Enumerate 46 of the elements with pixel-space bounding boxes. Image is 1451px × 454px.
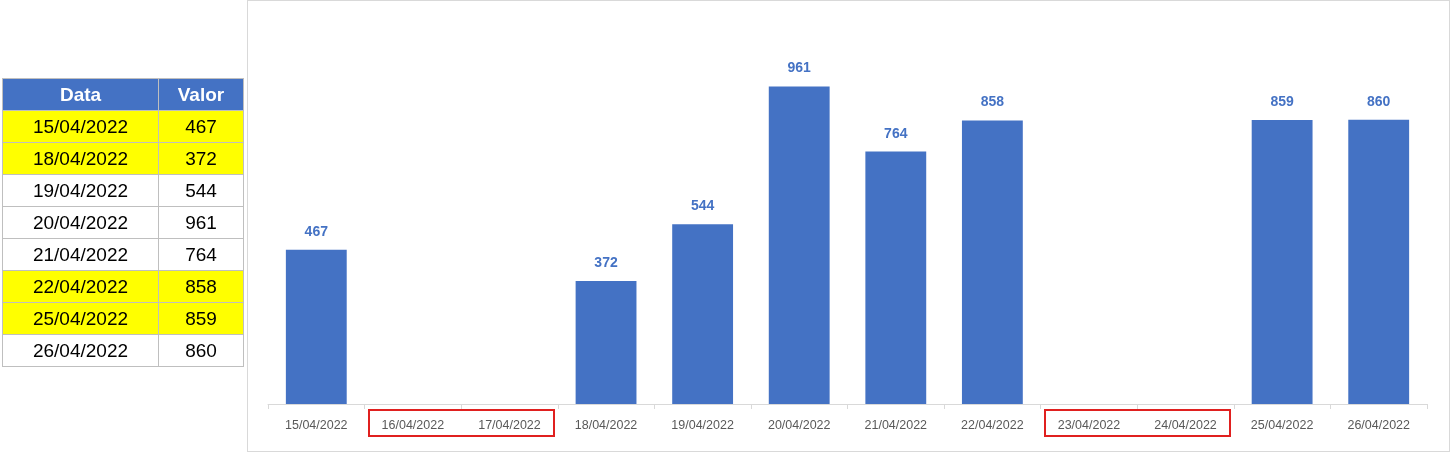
x-tick-label: 16/04/2022: [381, 417, 445, 432]
x-tick-label: 26/04/2022: [1347, 417, 1411, 432]
x-tick-label: 22/04/2022: [961, 417, 1024, 432]
data-label: 961: [787, 59, 812, 76]
x-tick-label: 23/04/2022: [1057, 417, 1121, 432]
data-label: 858: [980, 93, 1005, 110]
bar: [865, 151, 927, 404]
x-tick-label: 19/04/2022: [671, 417, 734, 432]
data-label: 858: [158, 270, 244, 303]
bar: [961, 120, 1023, 404]
x-tick-label: 18/04/2022: [574, 417, 638, 432]
category-label: 25/04/2022: [2, 302, 159, 335]
data-label: 961: [158, 206, 244, 239]
data-label: 764: [158, 238, 244, 271]
data-label: 859: [158, 302, 244, 335]
bar: [768, 86, 830, 404]
category-label: 19/04/2022: [2, 174, 159, 207]
category-label: 20/04/2022: [2, 206, 159, 239]
bar: [575, 281, 637, 404]
data-label: 860: [158, 334, 244, 367]
category-label: 21/04/2022: [2, 238, 159, 271]
category-label: 15/04/2022: [2, 110, 159, 143]
bar: [672, 224, 734, 404]
x-tick-label: 17/04/2022: [478, 417, 541, 432]
category-label: 26/04/2022: [2, 334, 159, 367]
data-label: 859: [1270, 93, 1295, 110]
x-tick-label: 21/04/2022: [864, 417, 928, 432]
data-label: 467: [158, 110, 244, 143]
category-label: 18/04/2022: [2, 142, 159, 175]
bar: [1251, 120, 1313, 404]
data-label: 372: [158, 142, 244, 175]
x-tick-label: 20/04/2022: [767, 417, 831, 432]
data-label: 467: [304, 222, 329, 239]
data-label: 544: [158, 174, 244, 207]
bar: [1348, 119, 1410, 404]
x-tick-label: 15/04/2022: [285, 417, 348, 432]
x-tick-label: 25/04/2022: [1250, 417, 1314, 432]
text: Valor: [158, 78, 244, 111]
category-label: 22/04/2022: [2, 270, 159, 303]
data-label: 372: [594, 254, 618, 271]
text: Data: [2, 78, 159, 111]
data-label: 764: [884, 124, 908, 141]
x-tick-label: 24/04/2022: [1154, 417, 1217, 432]
data-label: 860: [1367, 92, 1391, 109]
data-label: 544: [690, 197, 715, 214]
bar: [285, 249, 347, 404]
